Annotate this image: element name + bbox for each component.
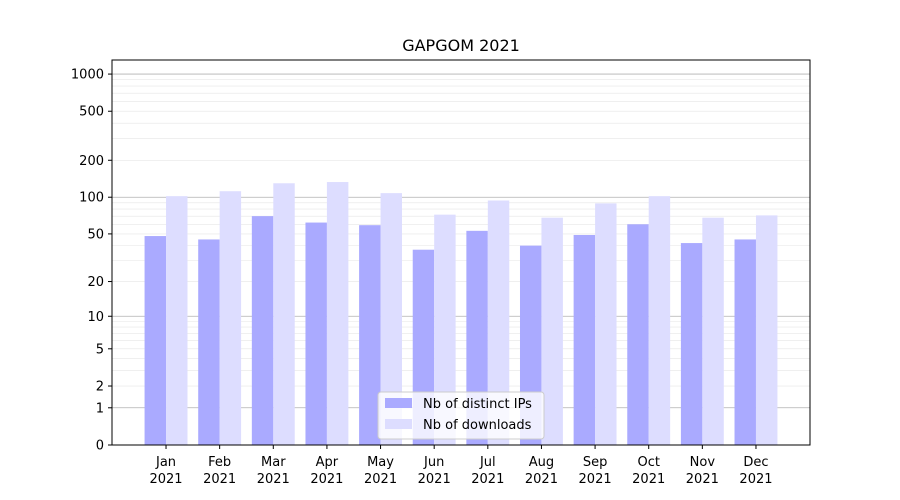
x-tick-label-year: 2021	[686, 472, 719, 487]
y-tick-label: 1	[96, 401, 104, 416]
x-tick-label-month: Jul	[479, 455, 496, 470]
legend-label-distinct-ips: Nb of distinct IPs	[423, 397, 532, 412]
bar-distinct-ips	[251, 216, 274, 445]
x-axis: Jan 2021 Feb 2021 Mar 2021 Apr 2021 May 2021 Jun 20…	[149, 445, 773, 487]
bar-distinct-ips	[573, 234, 596, 445]
bar-downloads	[487, 200, 510, 445]
x-tick-label-year: 2021	[203, 472, 236, 487]
bar-distinct-ips	[305, 222, 327, 445]
x-tick-label-month: Jun	[423, 455, 444, 470]
plot-frame	[111, 59, 811, 446]
legend-swatch-distinct-ips	[385, 398, 412, 408]
bar-downloads	[755, 215, 778, 445]
legend: Nb of distinct IPs Nb of downloads	[377, 391, 545, 440]
y-tick-label: 0	[96, 439, 104, 454]
bar-downloads	[541, 217, 563, 445]
x-tick-label-month: Dec	[743, 455, 768, 470]
x-tick-label-year: 2021	[257, 472, 290, 487]
x-tick-label-year: 2021	[739, 472, 772, 487]
x-tick-label-year: 2021	[471, 472, 504, 487]
y-tick-label: 1000	[71, 68, 104, 83]
x-tick-label-year: 2021	[418, 472, 451, 487]
x-tick-label-month: Feb	[208, 455, 231, 470]
bar-downloads	[434, 214, 456, 445]
legend-box	[377, 391, 545, 440]
y-tick-label: 5	[96, 342, 104, 357]
y-tick-label: 20	[87, 275, 104, 290]
x-tick-label-month: Oct	[637, 455, 659, 470]
legend-swatch-downloads	[385, 419, 412, 429]
legend-label-downloads: Nb of downloads	[423, 418, 532, 433]
x-tick-label-month: Mar	[261, 455, 286, 470]
bar-downloads	[326, 182, 349, 445]
bar-series	[144, 182, 778, 445]
y-tick-label: 500	[79, 105, 104, 120]
y-tick-label: 50	[87, 227, 104, 242]
x-tick-label-month: Apr	[316, 455, 339, 470]
x-tick-label-month: Nov	[690, 455, 716, 470]
bar-downloads	[166, 196, 188, 445]
bar-downloads	[219, 191, 242, 445]
x-tick-label-month: Aug	[529, 455, 554, 470]
bar-distinct-ips	[734, 239, 756, 445]
x-tick-label-year: 2021	[310, 472, 343, 487]
x-tick-label-year: 2021	[525, 472, 558, 487]
bar-downloads	[273, 183, 295, 445]
bar-distinct-ips	[680, 243, 703, 445]
y-axis: 0 1 2 5 10 20 50 100 200 500 1000	[71, 68, 112, 454]
x-tick-label-month: Jan	[155, 455, 176, 470]
x-tick-label-year: 2021	[364, 472, 397, 487]
bar-downloads	[380, 193, 403, 445]
chart-title: GAPGOM 2021	[402, 36, 520, 55]
bar-distinct-ips	[359, 225, 381, 445]
x-tick-label-year: 2021	[579, 472, 612, 487]
x-tick-label-year: 2021	[149, 472, 182, 487]
x-tick-label-month: May	[367, 455, 394, 470]
x-tick-label-month: Sep	[583, 455, 608, 470]
y-tick-label: 200	[79, 154, 104, 169]
bar-distinct-ips	[627, 224, 649, 445]
y-tick-label: 10	[87, 310, 104, 325]
bar-distinct-ips	[144, 236, 167, 445]
bar-downloads	[702, 217, 724, 445]
y-tick-label: 100	[79, 191, 104, 206]
bar-downloads	[648, 196, 671, 445]
bar-downloads	[595, 203, 617, 445]
y-tick-label: 2	[96, 380, 104, 395]
bar-distinct-ips	[198, 239, 220, 445]
bar-distinct-ips	[466, 230, 488, 445]
x-tick-label-year: 2021	[632, 472, 665, 487]
